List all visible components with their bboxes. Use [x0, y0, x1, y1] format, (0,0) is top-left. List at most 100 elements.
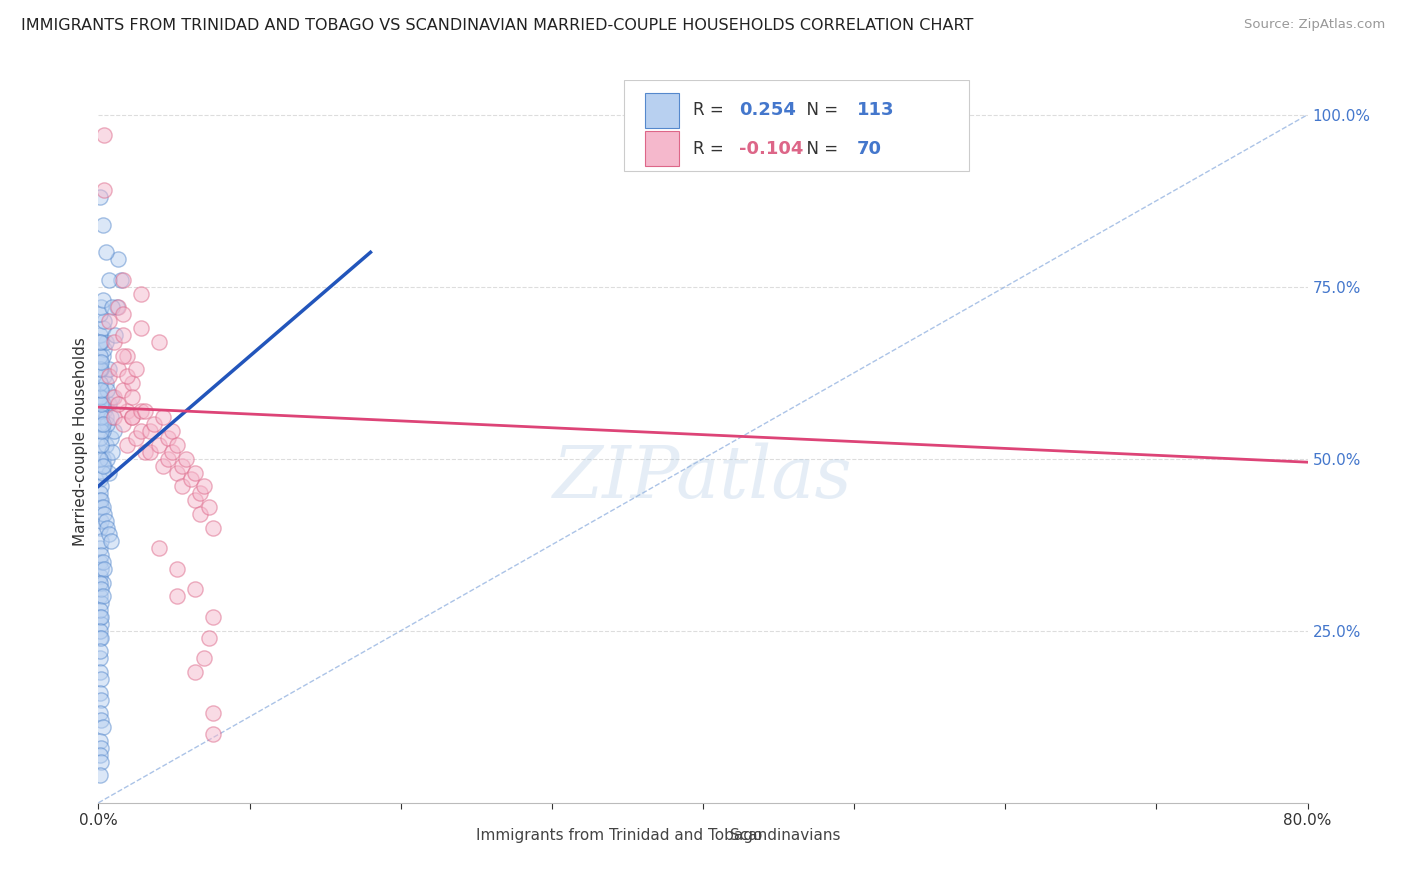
Point	[89, 410, 111, 425]
Point	[93, 562, 115, 576]
Point	[188, 486, 211, 500]
Point	[98, 362, 121, 376]
Point	[98, 466, 121, 480]
Point	[121, 376, 143, 390]
Point	[166, 438, 188, 452]
Point	[197, 500, 219, 514]
Point	[94, 245, 117, 260]
FancyBboxPatch shape	[697, 822, 724, 843]
Point	[90, 383, 112, 397]
Point	[202, 727, 225, 741]
Text: 113: 113	[856, 102, 894, 120]
Point	[111, 383, 134, 397]
Text: R =: R =	[693, 102, 730, 120]
Point	[134, 445, 156, 459]
Point	[107, 301, 129, 315]
Point	[89, 651, 111, 665]
Point	[90, 755, 112, 769]
Point	[94, 376, 117, 390]
Point	[90, 479, 112, 493]
Point	[90, 355, 112, 369]
FancyBboxPatch shape	[624, 80, 969, 170]
Point	[89, 610, 111, 624]
Point	[115, 438, 138, 452]
Text: R =: R =	[693, 140, 730, 158]
Point	[89, 376, 111, 390]
Text: Immigrants from Trinidad and Tobago: Immigrants from Trinidad and Tobago	[475, 828, 762, 843]
Point	[94, 438, 117, 452]
Point	[90, 397, 112, 411]
Point	[100, 410, 122, 425]
Point	[90, 672, 112, 686]
Point	[90, 500, 112, 514]
Text: N =: N =	[796, 102, 844, 120]
Point	[91, 321, 114, 335]
Text: IMMIGRANTS FROM TRINIDAD AND TOBAGO VS SCANDINAVIAN MARRIED-COUPLE HOUSEHOLDS CO: IMMIGRANTS FROM TRINIDAD AND TOBAGO VS S…	[21, 18, 973, 33]
Point	[89, 686, 111, 700]
Point	[152, 458, 174, 473]
Point	[93, 403, 115, 417]
Point	[89, 190, 111, 204]
Point	[93, 128, 115, 143]
Point	[89, 541, 111, 556]
Point	[148, 334, 170, 349]
Point	[111, 349, 134, 363]
Point	[148, 541, 170, 556]
Point	[90, 493, 112, 508]
Point	[143, 417, 166, 432]
Point	[101, 390, 124, 404]
Y-axis label: Married-couple Households: Married-couple Households	[73, 337, 89, 546]
Point	[125, 431, 148, 445]
Point	[121, 390, 143, 404]
Point	[111, 273, 134, 287]
Point	[90, 631, 112, 645]
Point	[115, 349, 138, 363]
Point	[121, 410, 143, 425]
Point	[90, 514, 112, 528]
Point	[90, 713, 112, 727]
Point	[96, 451, 118, 466]
Point	[91, 466, 114, 480]
Point	[101, 301, 124, 315]
FancyBboxPatch shape	[443, 822, 470, 843]
Point	[100, 431, 122, 445]
Point	[89, 734, 111, 748]
Point	[90, 424, 112, 438]
Point	[103, 424, 125, 438]
Point	[103, 334, 125, 349]
Point	[103, 410, 125, 425]
Point	[89, 706, 111, 721]
Point	[90, 692, 112, 706]
Point	[91, 555, 114, 569]
Point	[96, 520, 118, 534]
Point	[89, 472, 111, 486]
Point	[93, 342, 115, 356]
Point	[105, 301, 128, 315]
Text: 0.254: 0.254	[740, 102, 796, 120]
Point	[91, 590, 114, 604]
Point	[91, 720, 114, 734]
Point	[202, 520, 225, 534]
Point	[89, 493, 111, 508]
Point	[90, 534, 112, 549]
Point	[89, 355, 111, 369]
FancyBboxPatch shape	[645, 131, 679, 166]
Point	[93, 369, 115, 384]
Point	[89, 334, 111, 349]
Point	[188, 507, 211, 521]
Point	[89, 520, 111, 534]
Point	[91, 417, 114, 432]
Point	[110, 273, 132, 287]
Point	[98, 527, 121, 541]
Point	[89, 768, 111, 782]
Text: Source: ZipAtlas.com: Source: ZipAtlas.com	[1244, 18, 1385, 31]
Point	[202, 610, 225, 624]
Point	[90, 616, 112, 631]
Point	[184, 493, 207, 508]
Point	[197, 631, 219, 645]
Point	[89, 644, 111, 658]
Point	[89, 665, 111, 679]
Point	[115, 369, 138, 384]
Point	[139, 424, 162, 438]
Point	[129, 286, 152, 301]
